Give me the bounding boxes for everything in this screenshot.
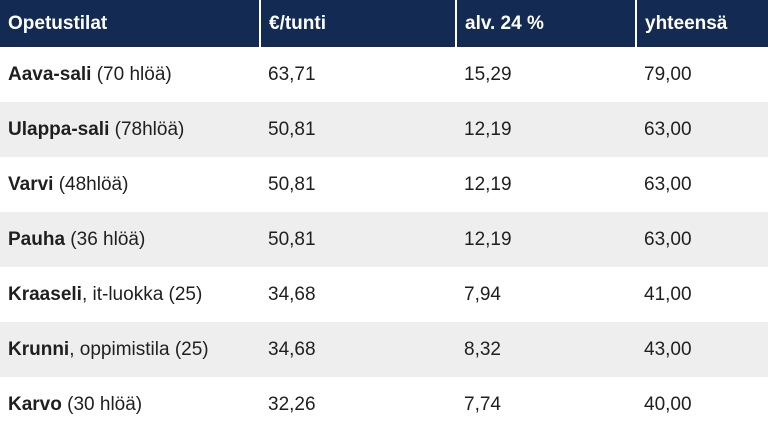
table-row: Krunni, oppimistila (25) 34,68 8,32 43,0… [0, 322, 768, 377]
total-cell: 43,00 [636, 322, 768, 377]
table-row: Kraaseli, it-luokka (25) 34,68 7,94 41,0… [0, 267, 768, 322]
room-cell: Karvo (30 hlöä) [0, 377, 260, 432]
vat-cell: 7,94 [456, 267, 636, 322]
room-detail: , it-luokka (25) [81, 283, 203, 305]
vat-cell: 12,19 [456, 212, 636, 267]
room-detail: (70 hlöä) [91, 63, 172, 85]
room-detail: (36 hlöä) [65, 228, 146, 250]
vat-cell: 15,29 [456, 47, 636, 102]
total-cell: 79,00 [636, 47, 768, 102]
room-name: Kraaseli [8, 283, 82, 305]
total-cell: 41,00 [636, 267, 768, 322]
room-name: Pauha [8, 228, 66, 250]
room-name: Varvi [8, 173, 54, 195]
table-row: Pauha (36 hlöä) 50,81 12,19 63,00 [0, 212, 768, 267]
room-detail: (48hlöä) [53, 173, 129, 195]
room-cell: Kraaseli, it-luokka (25) [0, 267, 260, 322]
table-header: Opetustilat €/tunti alv. 24 % yhteensä [0, 0, 768, 47]
vat-cell: 12,19 [456, 102, 636, 157]
price-cell: 50,81 [260, 157, 456, 212]
total-cell: 40,00 [636, 377, 768, 432]
price-cell: 34,68 [260, 267, 456, 322]
total-cell: 63,00 [636, 102, 768, 157]
room-cell: Krunni, oppimistila (25) [0, 322, 260, 377]
room-name: Krunni [8, 338, 70, 360]
table-body: Aava-sali (70 hlöä) 63,71 15,29 79,00 Ul… [0, 47, 768, 432]
header-vat: alv. 24 % [455, 0, 636, 47]
room-detail: (30 hlöä) [61, 393, 143, 415]
room-cell: Varvi (48hlöä) [0, 157, 260, 212]
vat-cell: 12,19 [456, 157, 636, 212]
room-detail: (78hlöä) [109, 118, 185, 140]
table-row: Varvi (48hlöä) 50,81 12,19 63,00 [0, 157, 768, 212]
header-price-per-hour: €/tunti [259, 0, 456, 47]
price-cell: 50,81 [260, 102, 456, 157]
table-row: Karvo (30 hlöä) 32,26 7,74 40,00 [0, 377, 768, 432]
total-cell: 63,00 [636, 157, 768, 212]
total-cell: 63,00 [636, 212, 768, 267]
price-cell: 63,71 [260, 47, 456, 102]
price-cell: 34,68 [260, 322, 456, 377]
vat-cell: 7,74 [456, 377, 636, 432]
room-cell: Ulappa-sali (78hlöä) [0, 102, 260, 157]
header-total: yhteensä [635, 0, 768, 47]
room-name: Ulappa-sali [8, 118, 110, 140]
vat-cell: 8,32 [456, 322, 636, 377]
room-name: Karvo [8, 393, 62, 415]
room-cell: Aava-sali (70 hlöä) [0, 47, 260, 102]
header-opetustilat: Opetustilat [0, 0, 260, 47]
room-detail: , oppimistila (25) [69, 338, 209, 360]
table-row: Aava-sali (70 hlöä) 63,71 15,29 79,00 [0, 47, 768, 102]
room-name: Aava-sali [8, 63, 92, 85]
price-cell: 50,81 [260, 212, 456, 267]
price-cell: 32,26 [260, 377, 456, 432]
room-cell: Pauha (36 hlöä) [0, 212, 260, 267]
table-row: Ulappa-sali (78hlöä) 50,81 12,19 63,00 [0, 102, 768, 157]
header-row: Opetustilat €/tunti alv. 24 % yhteensä [0, 0, 768, 47]
